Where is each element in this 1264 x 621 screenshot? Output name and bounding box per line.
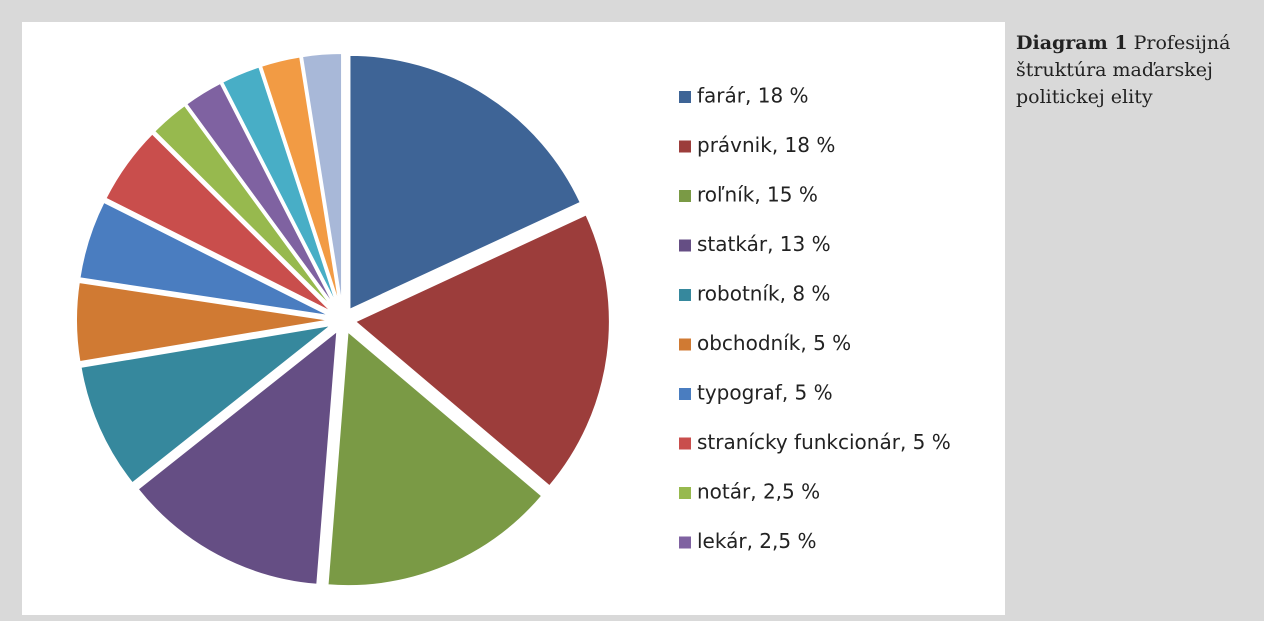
legend-swatch — [679, 338, 691, 351]
legend-swatch — [679, 91, 691, 103]
pie-slice — [353, 213, 611, 488]
pie-slice — [220, 65, 340, 310]
legend-label: robotník, 8 % — [697, 282, 830, 306]
legend-label: typograf, 5 % — [697, 381, 833, 405]
legend-label: právnik, 18 % — [697, 133, 835, 157]
pie-slice — [300, 52, 344, 309]
legend-label: stranícky funkcionár, 5 % — [697, 430, 951, 454]
caption-text: Profesijná štruktúra maďarskej politicke… — [1016, 32, 1231, 108]
pie-slice — [152, 103, 336, 312]
legend-swatch — [679, 536, 691, 549]
legend-label: farár, 18 % — [697, 84, 809, 108]
legend-label: lekár, 2,5 % — [697, 529, 816, 553]
pie-slice — [75, 280, 332, 364]
pie-slice — [136, 328, 339, 586]
legend-swatch — [679, 487, 691, 499]
pie-slice — [184, 81, 338, 311]
legend-swatch — [679, 437, 691, 450]
legend-swatch — [679, 239, 691, 252]
chart-area: farár, 18 % právnik, 18 % roľník, 15 % stat… — [22, 22, 1005, 615]
legend-swatch — [679, 140, 691, 153]
pie-slice — [79, 323, 333, 485]
legend-swatch — [679, 388, 691, 400]
legend-swatch — [679, 289, 691, 301]
caption: Diagram 1 Profesijná štruktúra maďarskej… — [1016, 30, 1256, 111]
legend-label: roľník, 15 % — [697, 183, 818, 207]
pie-slice — [78, 200, 333, 318]
chart: farár, 18 % právnik, 18 % roľník, 15 % stat… — [75, 52, 951, 588]
legend-label: notár, 2,5 % — [697, 480, 820, 504]
pie-slice — [326, 329, 544, 588]
pie-slice — [348, 53, 583, 312]
caption-label: Diagram 1 — [1016, 32, 1128, 54]
pie-slice — [259, 55, 342, 309]
legend-label: statkár, 13 % — [697, 232, 831, 256]
legend-label: obchodník, 5 % — [697, 331, 851, 355]
legend-swatch — [679, 190, 691, 202]
pie-slice — [104, 131, 334, 314]
